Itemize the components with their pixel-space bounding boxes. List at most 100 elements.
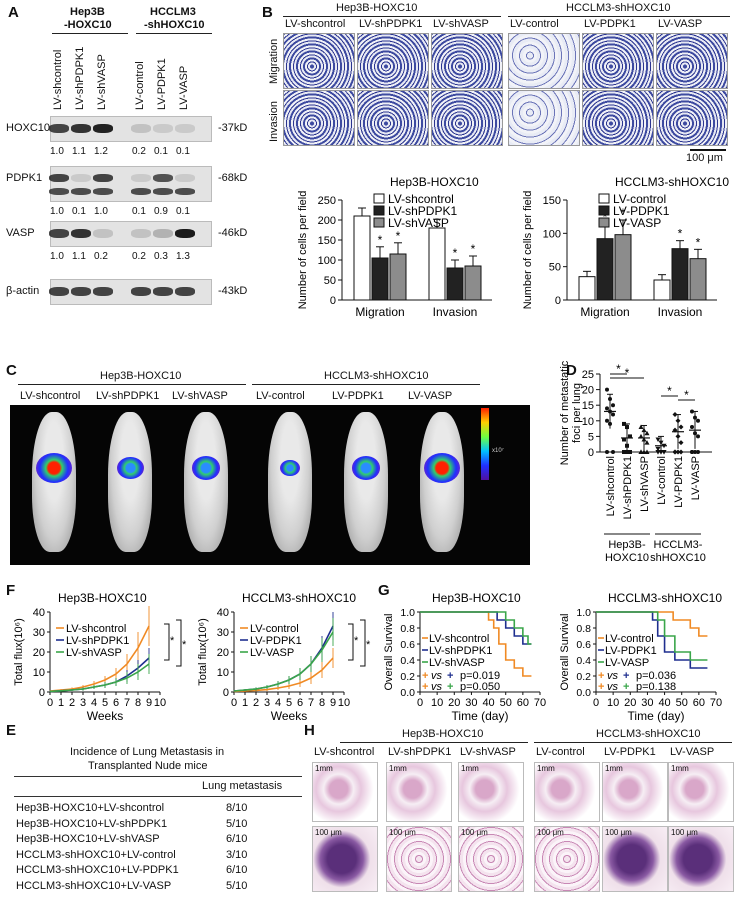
legend-label: LV-PDPK1 [613, 204, 670, 218]
blot-quant-value: 1.0 [94, 206, 108, 217]
ivis-group1-line [18, 384, 246, 385]
bar [689, 258, 707, 301]
data-point [693, 450, 697, 454]
transwell-image [508, 90, 580, 146]
x-category-label: LV-PDPK1 [673, 456, 685, 508]
group-label-line1: Hep3B- [608, 539, 646, 551]
data-point [638, 449, 644, 454]
x-tick-label: 3 [80, 697, 86, 709]
significance-mark: * [684, 388, 689, 402]
survival-curve [596, 611, 708, 661]
bar [446, 267, 464, 301]
x-category-label: Migration [580, 305, 629, 319]
x-category-label: Invasion [658, 305, 703, 319]
x-tick-label: 1 [58, 697, 64, 709]
blot-kd-label: -46kD [218, 227, 248, 239]
blot-kd-label: -68kD [218, 172, 248, 184]
series-line [233, 631, 334, 692]
y-tick-label: 5 [588, 431, 594, 443]
blot-band [131, 174, 151, 182]
y-tick-label: 0.0 [576, 687, 591, 699]
transwell-image [283, 90, 355, 146]
x-tick-label: 6 [113, 697, 119, 709]
legend-swatch [598, 193, 610, 204]
data-point [622, 450, 626, 454]
y-tick-label: 0 [555, 295, 561, 307]
y-axis-label: Number of cells per field [297, 191, 309, 310]
blot-kd-label: -37kD [218, 122, 248, 134]
y-tick-label: 0 [588, 447, 594, 459]
significance-mark: * [471, 242, 476, 256]
transwell-group2-line [508, 16, 730, 17]
significance-bracket [360, 619, 366, 667]
legend-label: LV-shPDPK1 [388, 204, 457, 218]
x-tick-label: 4 [275, 697, 281, 709]
significance-mark: * [696, 235, 701, 249]
panel-letter-f: F [6, 582, 16, 599]
blot-band [93, 229, 113, 238]
x-tick-label: 8 [319, 697, 325, 709]
blot-quant-value: 0.1 [132, 206, 146, 217]
transwell-scale-bar [690, 149, 726, 151]
blot-group1-line2: -HOXC10 [64, 19, 112, 31]
transwell-image [431, 33, 503, 89]
x-tick-label: 20 [624, 697, 636, 709]
x-tick-label: 4 [91, 697, 97, 709]
vs-label: vs [431, 670, 443, 682]
x-tick-label: 70 [710, 697, 722, 709]
y-tick-label: 0.0 [400, 687, 415, 699]
data-point [622, 437, 626, 442]
data-point [611, 412, 615, 417]
significance-mark: * [453, 246, 458, 260]
x-category-label: LV-shcontrol [605, 456, 617, 516]
y-tick-label: 1.0 [576, 607, 591, 619]
series-line [49, 625, 150, 692]
legend-label: LV-control [250, 623, 299, 635]
histology-zoom-scale-label: 100 μm [671, 828, 698, 837]
blot-band-lower [153, 188, 173, 195]
panel-letter-g: G [378, 582, 390, 599]
blot-quant-value: 0.2 [94, 251, 108, 262]
survival-chart-title: HCCLM3-shHOXC10 [608, 591, 722, 605]
blot-band [93, 287, 113, 296]
histology-zoom-scale-label: 100 μm [605, 828, 632, 837]
y-axis-label: Overall Survival [383, 613, 395, 690]
legend-label: LV-shPDPK1 [66, 635, 129, 647]
incidence-title-line2: Transplanted Nude mice [88, 760, 208, 772]
ivis-colorbar [481, 408, 489, 480]
y-tick-label: 10 [217, 667, 229, 679]
x-tick-label: 8 [135, 697, 141, 709]
ivis-group2-line [252, 384, 480, 385]
bar [371, 257, 389, 301]
y-tick-label: 10 [33, 667, 45, 679]
blot-row-label: PDPK1 [6, 172, 43, 184]
plus-icon: + [447, 681, 453, 693]
incidence-title-line1: Incidence of Lung Metastasis in [70, 746, 225, 758]
legend-swatch [598, 217, 610, 228]
histology-group1-line [340, 742, 528, 743]
p-value: p=0.019 [460, 670, 500, 682]
table-top-rule [14, 776, 302, 777]
histology-zoom-image [534, 826, 600, 892]
blot-band [131, 287, 151, 296]
table-row-value: 8/10 [226, 802, 248, 814]
histology-group2-title: HCCLM3-shHOXC10 [596, 728, 701, 740]
blot-band [131, 124, 151, 133]
transwell-image [357, 33, 429, 89]
blot-band [175, 174, 195, 182]
histology-scale-label: 1mm [605, 764, 623, 773]
data-point [696, 450, 700, 454]
y-tick-label: 50 [324, 275, 336, 287]
y-axis-label: Number of metastatic [559, 360, 571, 465]
transwell-image [656, 33, 728, 89]
x-tick-label: 2 [69, 697, 75, 709]
x-tick-label: 60 [517, 697, 529, 709]
ivis-colorbar-unit: x10⁷ [492, 448, 504, 454]
data-point [690, 450, 694, 454]
panel-letter-d: D [566, 362, 577, 379]
legend-label: LV-shVASP [388, 216, 449, 230]
x-tick-label: 50 [500, 697, 512, 709]
data-point [696, 418, 700, 423]
blot-quant-value: 0.2 [132, 146, 146, 157]
